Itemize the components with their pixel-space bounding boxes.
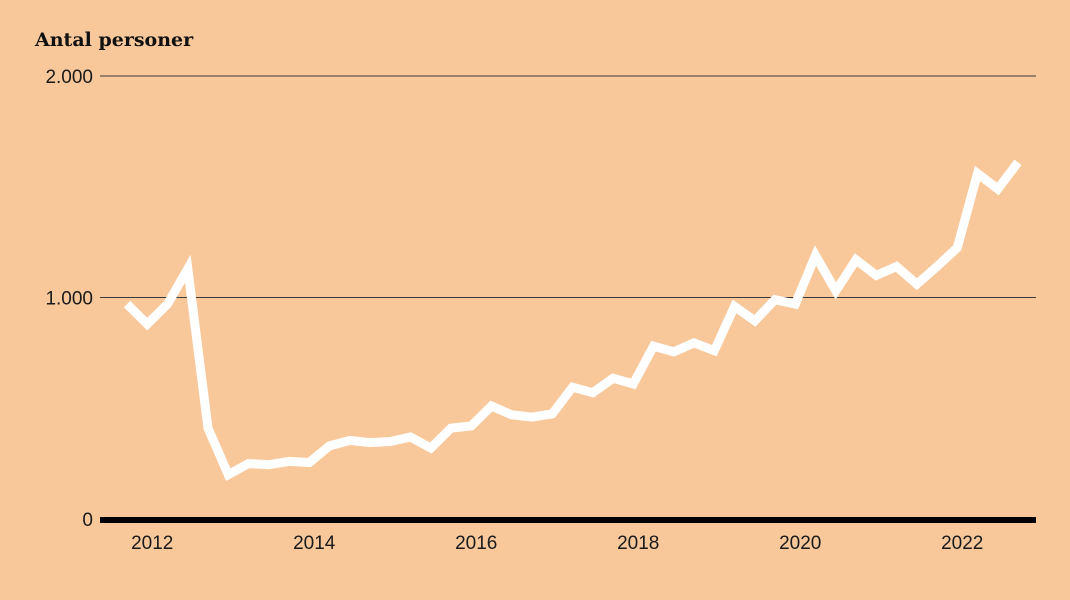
y-tick-label: 2.000 [45,67,93,88]
y-tick-label: 1.000 [45,289,93,310]
x-tick-label: 2012 [131,533,173,554]
y-axis-title: Antal personer [34,29,194,51]
gridlines [100,75,1036,298]
series-layer [123,159,1022,482]
x-tick-label: 2016 [455,533,497,554]
series-line [123,159,1022,482]
x-tick-label: 2020 [779,533,821,554]
x-tick-label: 2022 [941,533,983,554]
x-tick-label: 2018 [617,533,659,554]
y-axis-ticks: 0 1.000 2.000 [45,67,93,531]
y-tick-label: 0 [82,510,93,531]
x-tick-label: 2014 [293,533,336,554]
x-axis-ticks: 2012 2014 2016 2018 2020 2022 [131,533,983,554]
